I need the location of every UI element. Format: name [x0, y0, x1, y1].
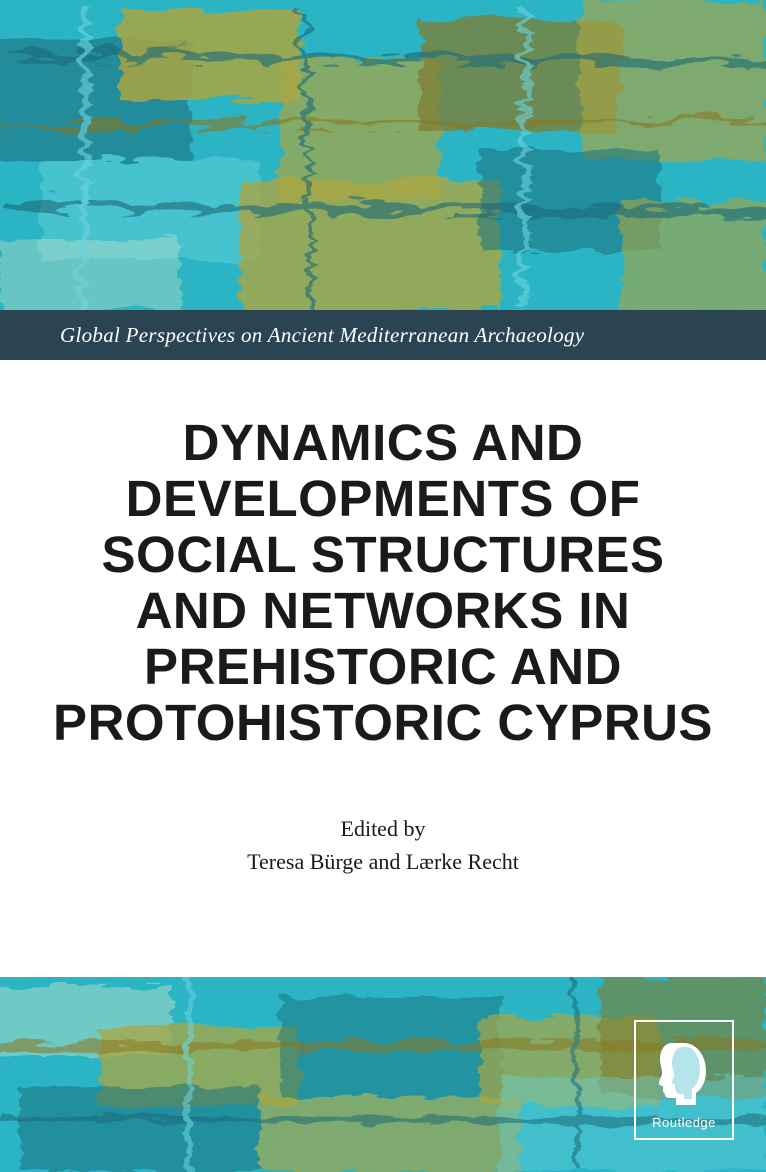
cover-art-top — [0, 0, 766, 310]
series-band: Global Perspectives on Ancient Mediterra… — [0, 310, 766, 360]
series-label: Global Perspectives on Ancient Mediterra… — [60, 323, 584, 348]
publisher-logo: Routledge — [634, 1020, 734, 1140]
publisher-name: Routledge — [652, 1115, 716, 1130]
editor-names: Teresa Bürge and Lærke Recht — [247, 845, 519, 878]
book-title: DYNAMICS AND DEVELOPMENTS OF SOCIAL STRU… — [43, 415, 723, 752]
abstract-texture-top — [0, 0, 766, 310]
edited-by-label: Edited by — [247, 812, 519, 845]
title-panel: DYNAMICS AND DEVELOPMENTS OF SOCIAL STRU… — [0, 360, 766, 977]
routledge-head-icon — [654, 1035, 714, 1105]
book-cover: Global Perspectives on Ancient Mediterra… — [0, 0, 766, 1172]
editors-block: Edited by Teresa Bürge and Lærke Recht — [247, 812, 519, 878]
